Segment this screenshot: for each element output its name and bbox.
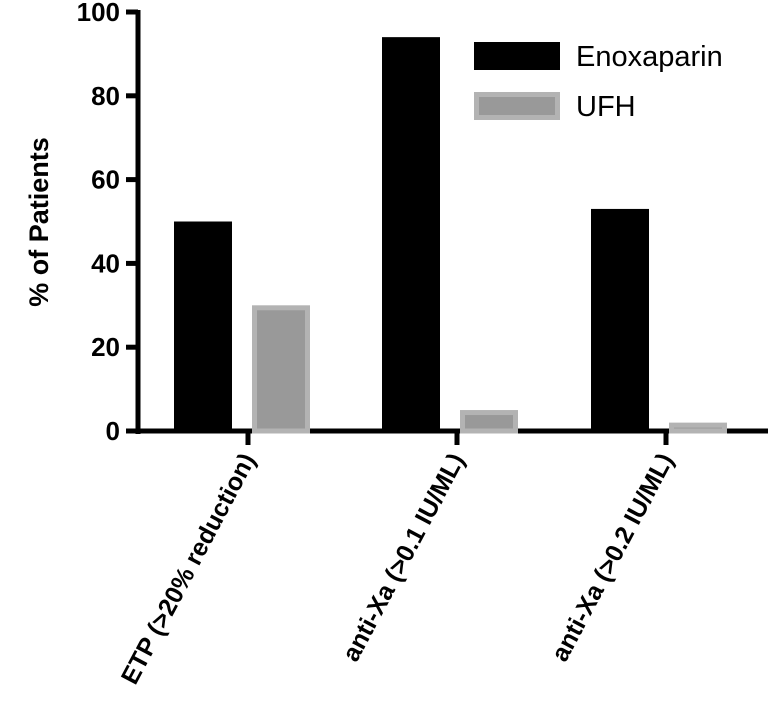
bar-enoxaparin [174, 221, 232, 431]
y-tick-label: 20 [91, 332, 120, 362]
legend-label-enoxaparin: Enoxaparin [576, 41, 723, 73]
bar-enoxaparin [591, 208, 649, 431]
y-tick-label: 80 [91, 81, 120, 111]
bar-ufh [252, 305, 310, 434]
bar-ufh [460, 410, 518, 434]
y-tick-label: 40 [91, 248, 120, 278]
legend-label-ufh: UFH [576, 91, 636, 123]
legend-swatch-ufh [474, 92, 560, 120]
y-axis-label: % of Patients [24, 137, 54, 307]
x-tick-label: ETP (>20% reduction) [116, 449, 261, 689]
y-tick-label: 100 [77, 0, 120, 27]
y-tick-label: 0 [106, 416, 120, 446]
bar-ufh [669, 422, 727, 434]
x-tick-label: anti-Xa (>0.1 IU/ML) [337, 449, 470, 666]
y-tick-label: 60 [91, 165, 120, 195]
bar-enoxaparin [382, 37, 440, 431]
x-tick-label: anti-Xa (>0.2 IU/ML) [546, 449, 679, 666]
legend-swatch-enoxaparin [474, 42, 560, 70]
